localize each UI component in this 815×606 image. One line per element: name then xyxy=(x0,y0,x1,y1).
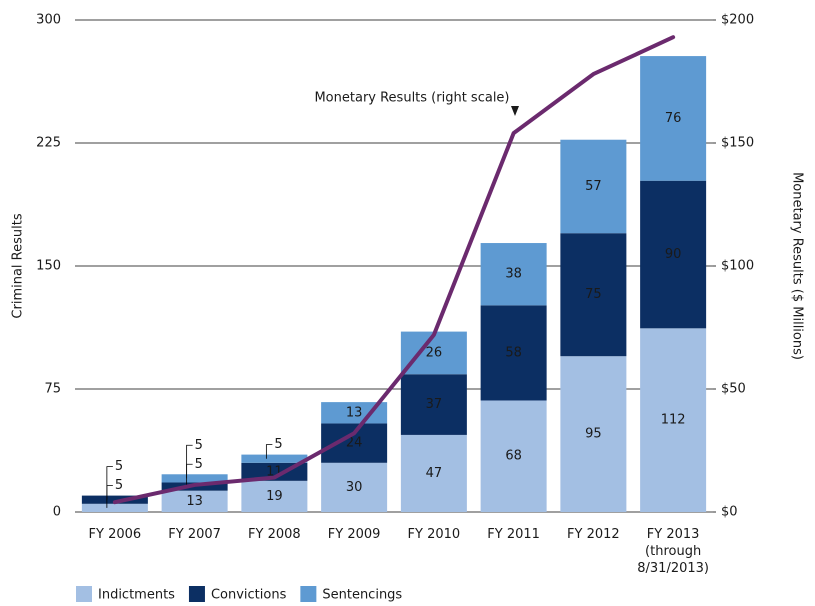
value-label: 47 xyxy=(426,466,443,481)
y-tick-label: 0 xyxy=(53,505,61,520)
value-label: 5 xyxy=(195,438,203,453)
value-label: 68 xyxy=(505,449,522,464)
bar-segment xyxy=(241,480,308,512)
value-label: 112 xyxy=(661,413,686,428)
legend-swatch xyxy=(188,586,205,602)
legend-label: Indictments xyxy=(98,588,175,603)
legend-swatch xyxy=(76,586,92,602)
y2-tick-label: $0 xyxy=(721,505,738,520)
x-tick-label: FY 2012 xyxy=(567,527,620,542)
bar-segment xyxy=(480,305,547,401)
value-label: 58 xyxy=(505,345,522,360)
bar-segment xyxy=(640,328,707,512)
callout-line xyxy=(186,463,193,479)
bar-segment xyxy=(400,434,467,512)
bar-segment xyxy=(640,180,707,329)
y-tick-label: 150 xyxy=(36,259,61,274)
bar-segment xyxy=(400,331,467,375)
y2-tick-label: $200 xyxy=(721,13,754,28)
y2-axis-label: Monetary Results ($ Millions) xyxy=(790,172,805,360)
callout-line xyxy=(265,444,273,459)
y-tick-label: 300 xyxy=(36,13,61,28)
value-label: 5 xyxy=(115,459,123,474)
x-tick-label: FY 2011 xyxy=(487,527,540,542)
y2-tick-label: $100 xyxy=(721,259,754,274)
line-series xyxy=(112,35,676,505)
bar-segment xyxy=(560,233,627,357)
bar-segment xyxy=(161,474,228,483)
bar-segment xyxy=(640,56,707,181)
value-label: 57 xyxy=(585,179,602,194)
value-label: 24 xyxy=(346,436,363,451)
bar-segment xyxy=(81,495,148,504)
legend-swatch xyxy=(300,586,317,602)
value-label: 30 xyxy=(346,480,363,495)
y-axis-label: Criminal Results xyxy=(11,213,26,318)
value-label: 76 xyxy=(665,111,682,126)
legend-label: Convictions xyxy=(211,588,287,603)
legend-label: Sentencings xyxy=(322,588,402,603)
x-tick-label: FY 2013 (through 8/31/2013) xyxy=(637,527,709,576)
annotation-pointer xyxy=(511,106,519,116)
x-tick-label: FY 2009 xyxy=(328,527,381,542)
y2-tick-label: $50 xyxy=(721,382,746,397)
bar-segment xyxy=(321,423,388,463)
x-tick-label: FY 2010 xyxy=(408,527,461,542)
x-tick-label: FY 2006 xyxy=(89,527,142,542)
value-label: 26 xyxy=(426,345,443,360)
value-label: 38 xyxy=(505,267,522,282)
line-annotation: Monetary Results (right scale) xyxy=(314,91,509,106)
callout-line xyxy=(106,485,113,500)
value-label: 13 xyxy=(186,494,203,509)
x-tick-label: FY 2007 xyxy=(168,527,221,542)
y-tick-label: 225 xyxy=(36,136,61,151)
value-label: 5 xyxy=(115,478,123,493)
value-label: 5 xyxy=(274,437,282,452)
bar-segment xyxy=(161,490,228,512)
bar-segment xyxy=(81,503,148,512)
bar-segment xyxy=(400,374,467,435)
value-label: 90 xyxy=(665,247,682,262)
bar-segment xyxy=(321,402,388,424)
value-label: 95 xyxy=(585,427,602,442)
value-label: 5 xyxy=(195,457,203,472)
y2-tick-label: $150 xyxy=(721,136,754,151)
value-label: 19 xyxy=(266,489,283,504)
bar-segment xyxy=(560,356,627,512)
value-label: 75 xyxy=(585,287,602,302)
x-tick-label: FY 2008 xyxy=(248,527,301,542)
bar-segment xyxy=(321,462,388,512)
bar-segment xyxy=(480,400,547,512)
y-tick-label: 75 xyxy=(44,382,61,397)
bar-segment xyxy=(241,454,308,463)
bar-segment xyxy=(560,139,627,234)
value-label: 37 xyxy=(426,397,443,412)
bar-segment xyxy=(480,243,547,306)
value-label: 13 xyxy=(346,405,363,420)
